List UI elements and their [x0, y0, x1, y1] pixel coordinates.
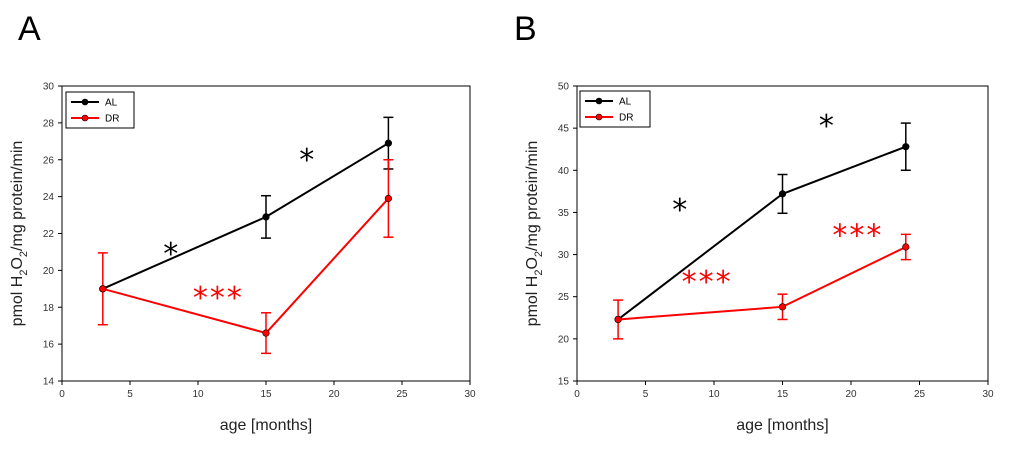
y-axis-label-text: /mg protein/min: [524, 141, 541, 251]
panel-b-y-tick-label: 30: [558, 250, 570, 261]
panel-b-significance-marker: ***: [832, 219, 883, 254]
y-axis-label-text: pmol H: [9, 276, 26, 327]
panel-a-x-tick-label: 5: [127, 389, 133, 400]
panel-a-x-tick-label: 15: [260, 389, 272, 400]
panel-a-y-tick-label: 28: [43, 118, 55, 129]
y-axis-label-subscript: 2: [18, 270, 30, 276]
panel-b-letter: B: [514, 10, 537, 48]
panel-a-y-tick-label: 14: [43, 377, 55, 388]
panel-a-legend: AL DR: [65, 91, 135, 129]
panel-b-y-axis-label: pmol H2O2/mg protein/min: [524, 141, 545, 327]
panel-a-y-axis-label: pmol H2O2/mg protein/min: [9, 141, 30, 327]
panel-b-x-tick-label: 10: [708, 389, 720, 400]
panel-a-series-dr-point: [99, 285, 107, 293]
panel-a-x-tick-label: 20: [328, 389, 340, 400]
panel-b-x-axis-label: age [months]: [736, 417, 829, 434]
panel-a-legend-label-dr: DR: [105, 114, 119, 125]
panel-b-x-tick-label: 20: [845, 389, 857, 400]
panel-a-x-tick-label: 10: [192, 389, 204, 400]
panel-a-significance-marker: ***: [193, 281, 244, 316]
panel-b-x-tick-label: 30: [982, 389, 994, 400]
y-axis-label-text: O: [9, 257, 26, 269]
panel-b-y-tick-label: 40: [558, 166, 570, 177]
panel-b-y-tick-label: 50: [558, 82, 570, 93]
panel-a-series-al: [99, 116, 394, 293]
panel-b-y-tick-label: 25: [558, 292, 570, 303]
panel-b-significance-marker: *: [672, 193, 687, 228]
panel-a-y-tick-label: 22: [43, 229, 55, 240]
panel-b-plot-frame: [576, 85, 989, 382]
panel-a-x-tick-label: 25: [396, 389, 408, 400]
panel-b-significance-marker: ***: [682, 265, 733, 300]
panel-b-x-tick-label: 15: [777, 389, 789, 400]
panel-b-legend: AL DR: [579, 90, 651, 128]
panel-b-series-dr-point: [614, 315, 622, 324]
y-axis-label-text: pmol H: [524, 276, 541, 327]
panel-b-series-dr-point: [902, 243, 910, 251]
panel-a-letter: A: [18, 10, 41, 48]
panel-b-series-dr-point: [778, 303, 787, 311]
panel-a-y-tick-label: 24: [43, 192, 55, 203]
panel-a-y-tick-label: 16: [43, 340, 55, 351]
panel-a-series-dr-point: [384, 194, 393, 203]
panel-a-y-tick-label: 20: [43, 266, 55, 277]
panel-b-x-tick-label: 25: [914, 389, 926, 400]
panel-b-y-tick-label: 35: [558, 208, 570, 219]
panel-b-y-tick-label: 20: [558, 334, 570, 345]
panel-a-series-al-point: [384, 139, 393, 147]
panel-a-significance-marker: *: [299, 143, 314, 178]
panel-a-legend-marker-al: [81, 98, 89, 106]
panel-b-y-tick-label: 45: [558, 124, 570, 135]
y-axis-label-text: /mg protein/min: [9, 141, 26, 251]
panel-a-series-dr: [97, 159, 394, 355]
panel-b-legend-label-al: AL: [619, 97, 632, 108]
panel-a-significance-marker: *: [163, 237, 178, 272]
panel-b-y-tick-label: 15: [558, 377, 570, 388]
panel-a-series-dr-point: [262, 329, 270, 337]
panel-b: B 0 5 10 15 20 25 30 15 20 25 30 35 40 45 50 age [months…: [514, 10, 994, 434]
panel-b-significance-marker: *: [819, 109, 834, 144]
panel-b-x-tick-label: 5: [643, 389, 649, 400]
panel-b-legend-label-dr: DR: [619, 113, 633, 124]
panel-a-legend-marker-dr: [81, 114, 89, 122]
panel-b-series-al-point: [902, 143, 910, 151]
panel-a-x-tick-label: 30: [464, 389, 476, 400]
panel-a-legend-label-al: AL: [105, 98, 118, 109]
panel-a-y-tick-label: 26: [43, 155, 55, 166]
y-axis-label-subscript: 2: [533, 270, 545, 276]
panel-a-y-tick-label: 18: [43, 303, 55, 314]
panel-b-legend-marker-dr: [595, 113, 603, 121]
y-axis-label-text: O: [524, 257, 541, 269]
panel-a-y-tick-label: 30: [43, 82, 55, 93]
panel-b-series-dr-line: [618, 246, 907, 321]
panel-a-series-al-line: [102, 142, 389, 290]
panel-a-x-axis-label: age [months]: [220, 417, 313, 434]
panel-b-legend-box: [579, 90, 651, 128]
panel-b-x-tick-label: 0: [574, 389, 580, 400]
panel-a-x-tick-label: 0: [59, 389, 65, 400]
panel-b-series-al-point: [778, 190, 787, 198]
panel-b-legend-marker-al: [595, 97, 603, 105]
panel-a-legend-box: [65, 91, 135, 129]
y-axis-label-subscript: 2: [533, 251, 545, 257]
panel-a-series-al-point: [262, 213, 270, 221]
panel-b-series-dr: [613, 233, 911, 340]
panel-a-series-dr-line: [102, 197, 390, 335]
y-axis-label-subscript: 2: [18, 251, 30, 257]
